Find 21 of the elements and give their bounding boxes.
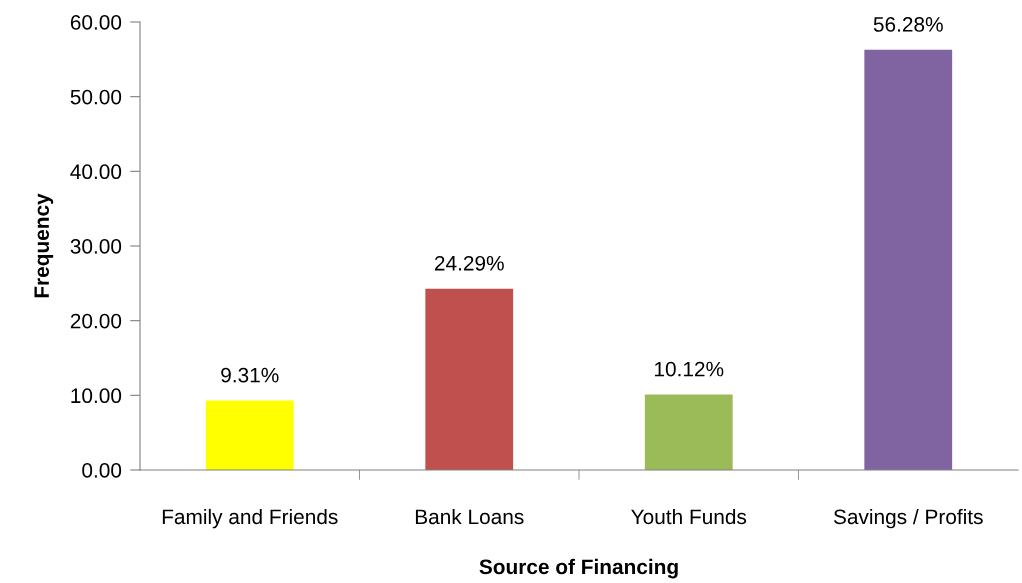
y-tick-label: 30.00 [70, 239, 122, 254]
bar [864, 49, 953, 470]
y-axis-title: Frequency [34, 193, 54, 298]
bar [425, 288, 514, 470]
y-tick-label: 60.00 [70, 15, 122, 30]
y-tick-label: 0.00 [82, 463, 122, 478]
data-label: 56.28% [873, 17, 943, 32]
y-tick-label: 40.00 [70, 164, 122, 180]
x-tick-label: Family and Friends [162, 508, 338, 529]
x-tick-label: Youth Funds [631, 508, 747, 525]
bar [644, 394, 733, 470]
x-tick-label: Bank Loans [415, 508, 524, 525]
x-tick-label: Savings / Profits [833, 508, 983, 529]
bar [205, 400, 294, 470]
data-label: 10.12% [655, 361, 724, 377]
data-label: 9.31% [221, 367, 279, 383]
x-axis-title: Source of Financing [479, 558, 678, 579]
y-tick-label: 10.00 [71, 388, 122, 404]
y-tick-label: 50.00 [70, 89, 122, 105]
y-tick-label: 20.00 [70, 313, 122, 329]
data-label: 24.29% [434, 255, 504, 271]
